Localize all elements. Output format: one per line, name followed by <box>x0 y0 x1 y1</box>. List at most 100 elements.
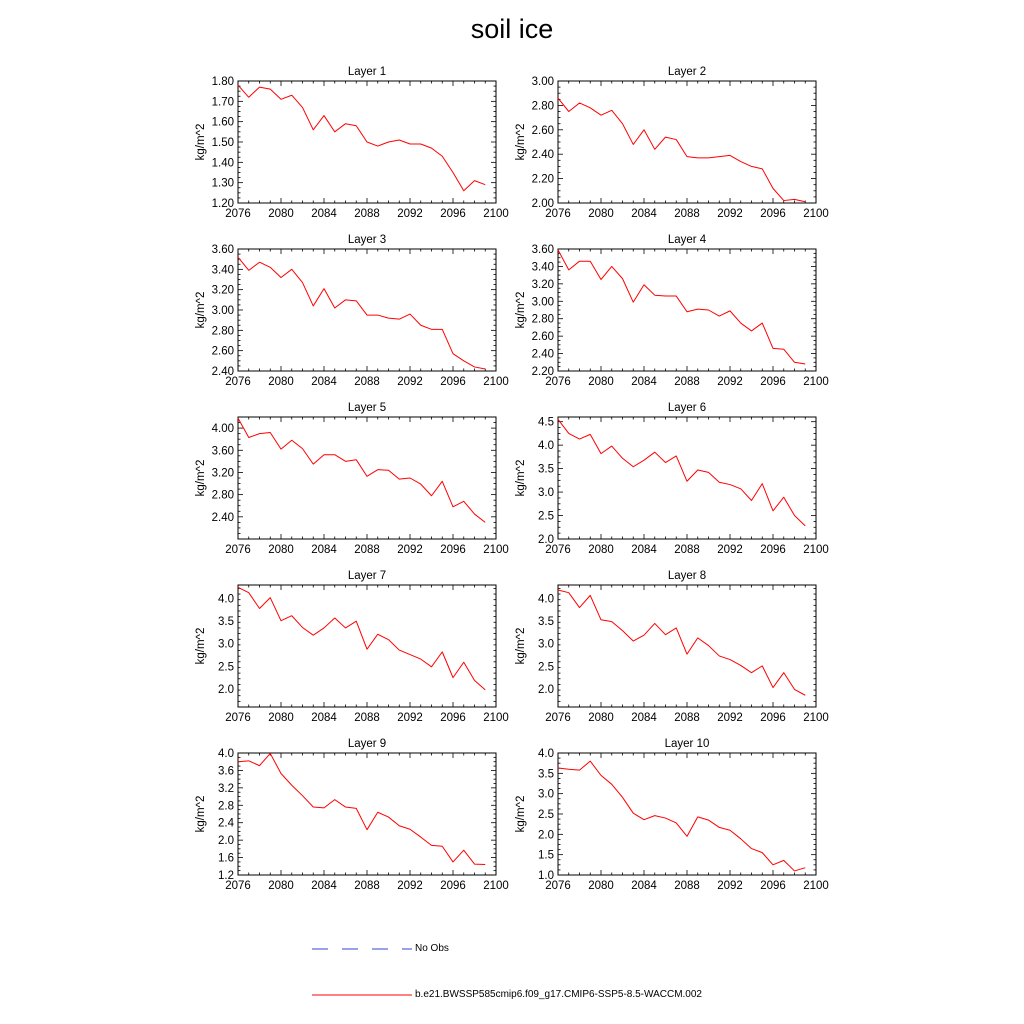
y-tick-label: 1.40 <box>212 157 234 169</box>
x-tick-label: 2100 <box>483 208 509 220</box>
y-tick-label: 3.60 <box>212 445 234 457</box>
x-tick-label: 2092 <box>717 880 743 892</box>
y-tick-label: 4.0 <box>538 748 554 760</box>
y-tick-label: 4.0 <box>538 594 554 606</box>
y-tick-label: 1.70 <box>212 96 234 108</box>
x-tick-label: 2092 <box>397 880 423 892</box>
x-tick-label: 2092 <box>717 712 743 724</box>
plot-frame <box>237 248 497 372</box>
x-tick-label: 2100 <box>803 880 829 892</box>
x-tick-label: 2076 <box>225 208 251 220</box>
x-tick-label: 2088 <box>674 544 700 556</box>
x-tick-label: 2092 <box>397 376 423 388</box>
x-tick-label: 2080 <box>588 208 614 220</box>
panel-layer-7: Layer 7 kg/m^2 2076 2080 2084 2088 2092 2096 210… <box>195 570 509 724</box>
x-tick-label: 2096 <box>760 880 786 892</box>
y-tick-label: 2.5 <box>538 661 554 673</box>
x-tick-label: 2084 <box>311 208 337 220</box>
panel-layer-9: Layer 9 kg/m^2 2076 2080 2084 2088 2092 2096 210… <box>195 738 509 892</box>
x-tick-label: 2092 <box>397 208 423 220</box>
y-tick-label: 3.40 <box>212 264 234 276</box>
x-tick-label: 2088 <box>674 376 700 388</box>
panel-layer-2: Layer 2 kg/m^2 2076 2080 2084 2088 2092 2096 210… <box>515 66 829 220</box>
y-tick-label: 3.60 <box>212 244 234 256</box>
x-tick-label: 2084 <box>631 208 657 220</box>
y-tick-label: 2.40 <box>532 149 554 161</box>
y-tick-label: 2.80 <box>212 325 234 337</box>
panel-layer-8: Layer 8 kg/m^2 2076 2080 2084 2088 2092 2096 210… <box>515 570 829 724</box>
y-tick-label: 1.50 <box>212 137 234 149</box>
x-tick-label: 2080 <box>588 376 614 388</box>
plot-frame <box>557 584 817 708</box>
x-tick-label: 2092 <box>397 712 423 724</box>
x-tick-label: 2076 <box>225 712 251 724</box>
series-line <box>237 417 486 523</box>
x-tick-label: 2084 <box>311 880 337 892</box>
x-tick-label: 2092 <box>397 544 423 556</box>
x-tick-label: 2080 <box>268 544 294 556</box>
y-tick-label: 1.60 <box>212 117 234 129</box>
y-tick-label: 2.5 <box>218 661 234 673</box>
y-tick-label: 2.60 <box>532 331 554 343</box>
panel-title: Layer 6 <box>668 402 706 414</box>
x-tick-label: 2084 <box>311 712 337 724</box>
legend-model-swatch <box>312 994 412 996</box>
y-tick-label: 3.5 <box>538 768 554 780</box>
y-axis-label: kg/m^2 <box>515 628 527 665</box>
y-tick-label: 3.5 <box>538 464 554 476</box>
y-tick-label: 3.00 <box>532 296 554 308</box>
x-tick-label: 2080 <box>268 376 294 388</box>
y-tick-label: 2.40 <box>212 366 234 378</box>
x-tick-label: 2088 <box>674 712 700 724</box>
panel-title: Layer 2 <box>668 66 706 78</box>
x-tick-label: 2076 <box>225 376 251 388</box>
y-tick-label: 1.30 <box>212 178 234 190</box>
x-tick-label: 2084 <box>631 880 657 892</box>
y-tick-label: 3.0 <box>538 639 554 651</box>
x-tick-label: 2096 <box>440 544 466 556</box>
x-tick-label: 2100 <box>483 376 509 388</box>
y-tick-label: 3.2 <box>218 783 234 795</box>
x-tick-label: 2088 <box>674 208 700 220</box>
x-tick-label: 2080 <box>588 544 614 556</box>
plot-frame <box>557 752 817 876</box>
x-tick-label: 2092 <box>717 208 743 220</box>
y-tick-label: 2.8 <box>218 800 234 812</box>
y-tick-label: 1.6 <box>218 853 234 865</box>
x-tick-label: 2076 <box>545 544 571 556</box>
x-tick-label: 2080 <box>588 712 614 724</box>
y-tick-label: 2.20 <box>532 174 554 186</box>
legend-obs-swatch <box>312 948 412 950</box>
y-tick-label: 3.20 <box>532 279 554 291</box>
y-axis-label: kg/m^2 <box>515 124 527 161</box>
series-line <box>557 589 806 696</box>
x-tick-label: 2096 <box>760 208 786 220</box>
y-axis-label: kg/m^2 <box>195 796 207 833</box>
y-tick-label: 1.5 <box>538 850 554 862</box>
panel-title: Layer 3 <box>348 234 386 246</box>
x-tick-label: 2076 <box>545 208 571 220</box>
y-tick-label: 1.80 <box>212 76 234 88</box>
legend-model: b.e21.BWSSP585cmip6.f09_g17.CMIP6-SSP5-8… <box>312 988 732 1004</box>
panel-title: Layer 10 <box>665 738 710 750</box>
y-tick-label: 2.80 <box>212 490 234 502</box>
y-tick-label: 3.0 <box>538 487 554 499</box>
legend-obs-label: No Obs <box>415 943 449 954</box>
x-tick-label: 2076 <box>545 712 571 724</box>
y-tick-label: 3.20 <box>212 285 234 297</box>
y-tick-label: 2.60 <box>212 346 234 358</box>
x-tick-label: 2100 <box>803 376 829 388</box>
panel-layer-5: Layer 5 kg/m^2 2076 2080 2084 2088 2092 2096 210… <box>195 402 509 556</box>
y-tick-label: 2.80 <box>532 314 554 326</box>
x-tick-label: 2088 <box>354 544 380 556</box>
x-tick-label: 2100 <box>803 712 829 724</box>
y-tick-label: 3.20 <box>212 467 234 479</box>
plot-frame <box>557 416 817 540</box>
x-tick-label: 2076 <box>225 544 251 556</box>
panel-title: Layer 4 <box>668 234 707 246</box>
x-tick-label: 2096 <box>440 208 466 220</box>
x-tick-label: 2084 <box>631 544 657 556</box>
x-tick-label: 2088 <box>354 712 380 724</box>
y-tick-label: 2.0 <box>218 684 234 696</box>
x-tick-label: 2096 <box>760 544 786 556</box>
